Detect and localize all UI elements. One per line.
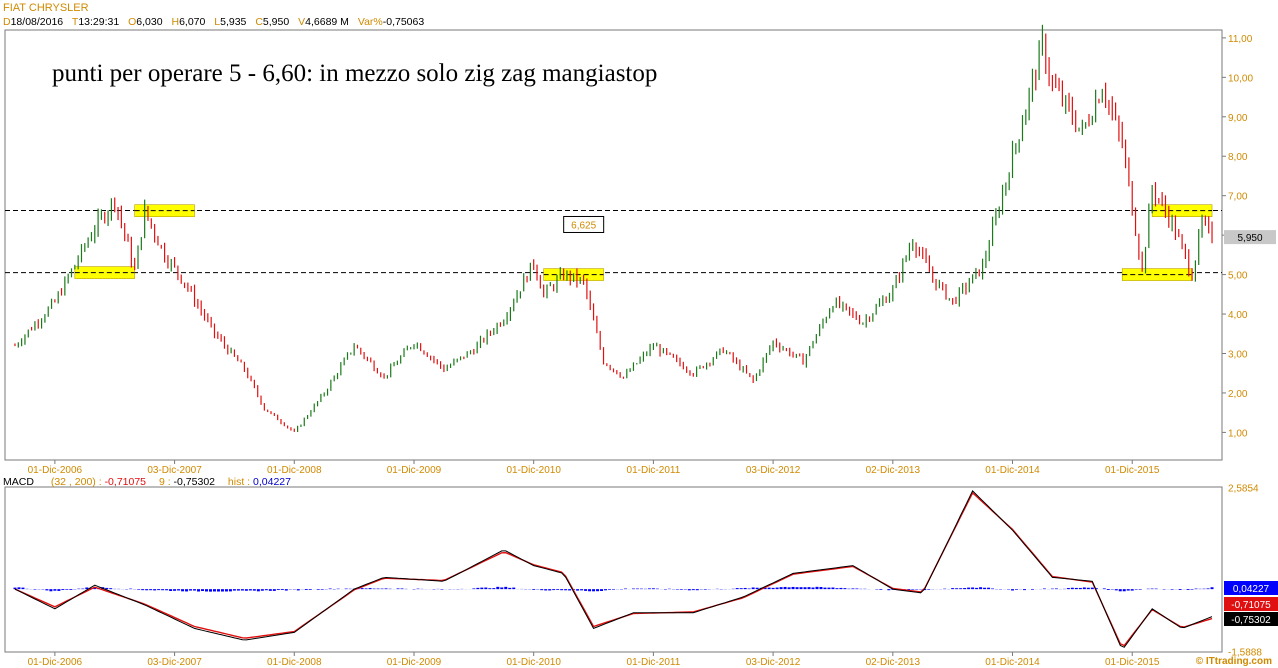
price-y-tick-label: 3,00 <box>1228 349 1248 360</box>
macd-params: (32 , 200) <box>50 476 96 488</box>
chart-annotation: punti per operare 5 - 6,60: in mezzo sol… <box>52 60 658 87</box>
macd-x-tick-label: 01-Dic-2006 <box>28 657 83 668</box>
ohlc-key-date: D <box>3 16 11 28</box>
price-y-tick-label: 4,00 <box>1228 310 1248 321</box>
macd-value: -0,71075 <box>104 476 147 488</box>
macd-hist-label: hist <box>227 476 245 488</box>
macd-value-badge <box>1224 612 1278 626</box>
ohlc-key-open: O <box>128 16 137 28</box>
instrument-title: FIAT CHRYSLER <box>3 2 89 14</box>
price-x-tick-label: 01-Dic-2010 <box>506 465 561 476</box>
price-y-tick-label: 10,00 <box>1228 73 1253 84</box>
price-x-tick-label: 01-Dic-2014 <box>985 465 1040 476</box>
ohlc-time: 13:29:31 <box>78 16 120 28</box>
macd-y-tick-label: -1,5888 <box>1228 648 1262 659</box>
price-x-tick-label: 01-Dic-2008 <box>267 465 322 476</box>
ohlc-high: 6,070 <box>179 16 206 28</box>
macd-x-tick-label: 03-Dic-2007 <box>147 657 202 668</box>
price-x-tick-label: 01-Dic-2009 <box>387 465 442 476</box>
price-y-tick-label: 8,00 <box>1228 152 1248 163</box>
macd-x-tick-label: 01-Dic-2009 <box>387 657 442 668</box>
price-x-tick-label: 03-Dic-2007 <box>147 465 202 476</box>
ohlc-key-close: C <box>255 16 263 28</box>
macd-line <box>14 490 1213 648</box>
price-y-tick-label: 7,00 <box>1228 192 1248 203</box>
macd-panel-frame <box>4 486 1223 653</box>
ohlc-close: 5,950 <box>262 16 290 28</box>
price-panel-frame <box>4 29 1223 461</box>
macd-x-tick-label: 01-Dic-2011 <box>627 657 681 668</box>
level-label: 6,625 <box>571 220 596 231</box>
ohlc-volume: 4,6689 M <box>305 16 349 28</box>
macd-signal-line <box>14 491 1213 647</box>
ohlc-key-time: T <box>71 16 79 28</box>
macd-value-badge <box>1224 581 1278 595</box>
price-y-tick-label: 11,00 <box>1228 34 1253 45</box>
macd-x-tick-label: 01-Dic-2014 <box>985 657 1040 668</box>
price-y-tick-label: 9,00 <box>1228 113 1248 124</box>
macd-value-badge-label: -0,75302 <box>1231 615 1271 626</box>
ohlc-readout: D18/08/2016 T13:29:31 O6,030 H6,070 L5,9… <box>3 16 430 28</box>
last-price-badge <box>1224 230 1276 245</box>
macd-value-badge <box>1224 597 1278 611</box>
price-x-tick-label: 02-Dic-2013 <box>866 465 921 476</box>
ohlc-var: -0,75063 <box>382 16 425 28</box>
ohlc-key-low: L <box>214 16 221 28</box>
ohlc-key-volume: V <box>298 16 306 28</box>
macd-hist-value: 0,04227 <box>253 476 291 488</box>
price-y-tick-label: 1,00 <box>1228 428 1248 439</box>
macd-x-tick-label: 02-Dic-2013 <box>866 657 921 668</box>
watermark-logo: © ITtrading.com <box>1195 656 1272 667</box>
macd-signal-value: -0,75302 <box>173 476 215 488</box>
macd-x-tick-label: 01-Dic-2010 <box>506 657 561 668</box>
macd-value-badge-label: 0,04227 <box>1233 584 1270 595</box>
ohlc-key-high: H <box>171 16 180 28</box>
macd-signal-period: 9 <box>158 476 165 488</box>
ohlc-date: 18/08/2016 <box>10 16 64 28</box>
price-x-tick-label: 01-Dic-2006 <box>28 465 83 476</box>
ohlc-key-var: Var% <box>357 16 383 28</box>
price-x-tick-label: 01-Dic-2011 <box>627 465 681 476</box>
macd-value-badge-label: -0,71075 <box>1231 600 1271 611</box>
macd-x-tick-label: 01-Dic-2008 <box>267 657 322 668</box>
ohlc-low: 5,935 <box>220 16 247 28</box>
price-y-tick-label: 2,00 <box>1228 389 1248 400</box>
macd-x-tick-label: 01-Dic-2015 <box>1105 657 1160 668</box>
macd-x-tick-label: 03-Dic-2012 <box>746 657 801 668</box>
macd-title: MACD <box>3 476 34 488</box>
ohlc-open: 6,030 <box>136 16 163 28</box>
last-price-value: 5,950 <box>1237 233 1262 244</box>
price-y-tick-label: 5,00 <box>1228 271 1248 282</box>
macd-y-tick-label: 2,5854 <box>1228 484 1259 495</box>
macd-header: MACD (32 , 200) : -0,71075 9 : -0,75302 … <box>3 476 291 488</box>
price-x-tick-label: 01-Dic-2015 <box>1105 465 1160 476</box>
price-x-tick-label: 03-Dic-2012 <box>746 465 801 476</box>
level-label-box <box>563 215 605 233</box>
